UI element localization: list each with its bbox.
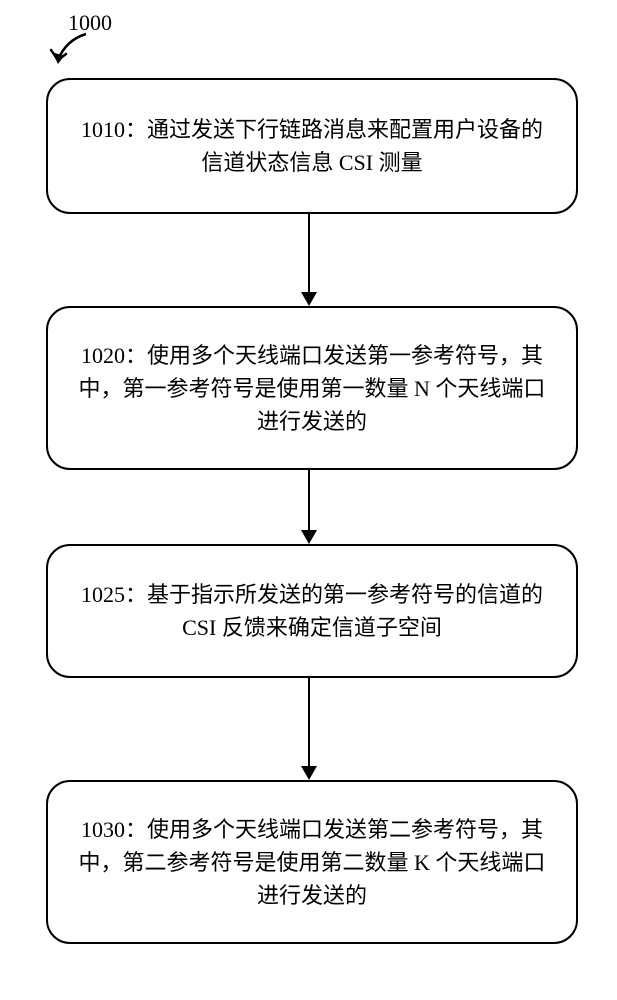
curved-arrow-icon [46, 30, 96, 74]
connector-3 [308, 678, 310, 766]
step-1010-text: 1010：通过发送下行链路消息来配置用户设备的信道状态信息 CSI 测量 [72, 113, 552, 179]
step-1030-text: 1030：使用多个天线端口发送第二参考符号，其中，第二参考符号是使用第二数量 K… [72, 813, 552, 912]
step-1025: 1025：基于指示所发送的第一参考符号的信道的 CSI 反馈来确定信道子空间 [46, 544, 578, 678]
connector-2 [308, 470, 310, 530]
step-1020-text: 1020：使用多个天线端口发送第一参考符号，其中，第一参考符号是使用第一数量 N… [72, 339, 552, 438]
arrowhead-3-icon [301, 766, 317, 780]
connector-1 [308, 214, 310, 292]
step-1025-text: 1025：基于指示所发送的第一参考符号的信道的 CSI 反馈来确定信道子空间 [72, 578, 552, 644]
step-1030: 1030：使用多个天线端口发送第二参考符号，其中，第二参考符号是使用第二数量 K… [46, 780, 578, 944]
arrowhead-2-icon [301, 530, 317, 544]
step-1020: 1020：使用多个天线端口发送第一参考符号，其中，第一参考符号是使用第一数量 N… [46, 306, 578, 470]
arrowhead-1-icon [301, 292, 317, 306]
step-1010: 1010：通过发送下行链路消息来配置用户设备的信道状态信息 CSI 测量 [46, 78, 578, 214]
